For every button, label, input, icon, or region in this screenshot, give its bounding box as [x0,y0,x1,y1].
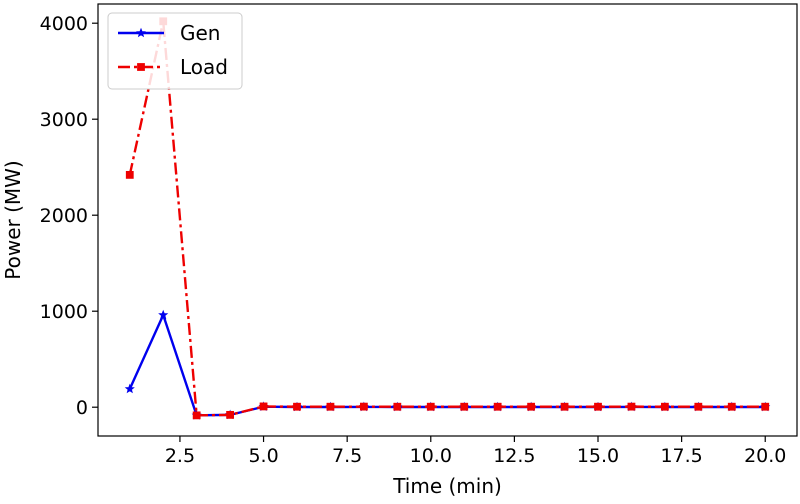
y-axis-label: Power (MW) [1,160,25,279]
legend-label-load: Load [180,55,228,79]
data-point-load [393,402,402,411]
data-point-load [594,402,602,411]
legend-marker-load [137,63,145,71]
data-point-load [359,402,368,411]
x-axis-label: Time (min) [392,474,502,498]
data-point-load [226,410,235,419]
series-line-load [128,20,766,417]
data-point-load [192,411,201,420]
legend-marker-gen [135,27,147,38]
data-point-load [426,402,435,411]
data-point-load [527,402,536,411]
x-tick-label: 7.5 [332,445,362,467]
legend-label-gen: Gen [180,21,220,45]
series-load [125,17,770,420]
data-point-load [560,402,569,411]
series-layer [124,17,771,420]
axis-layer: 2.5 5.0 7.5 10.0 12.5 15.0 17.5 20.0 0 1000 2000 30… [40,13,787,467]
plot-frame [97,3,798,437]
data-point-load [727,402,736,411]
data-point-load [259,402,268,411]
data-point-load [125,170,134,179]
y-tick-label: 2000 [40,205,88,227]
x-tick-label: 15.0 [577,445,619,467]
y-tick-label: 3000 [40,109,88,131]
data-point-load [493,402,502,411]
data-point-load [660,402,669,411]
x-tick-label: 20.0 [744,445,786,467]
y-tick-label: 0 [76,397,88,419]
data-point-load [761,402,770,411]
data-point-load [293,402,301,411]
legend: Gen Load [107,12,243,90]
data-point-gen [124,383,135,394]
data-point-load [627,402,636,411]
y-tick-label: 4000 [40,13,88,35]
x-tick-label: 2.5 [165,445,195,467]
x-tick-label: 12.5 [493,445,535,467]
x-tick-label: 17.5 [660,445,702,467]
x-tick-label: 10.0 [410,445,452,467]
y-tick-label: 1000 [40,301,88,323]
x-tick-label: 5.0 [248,445,278,467]
data-point-load [694,402,703,411]
data-point-load [326,402,335,411]
data-point-gen [158,309,169,320]
data-point-load [460,402,469,411]
